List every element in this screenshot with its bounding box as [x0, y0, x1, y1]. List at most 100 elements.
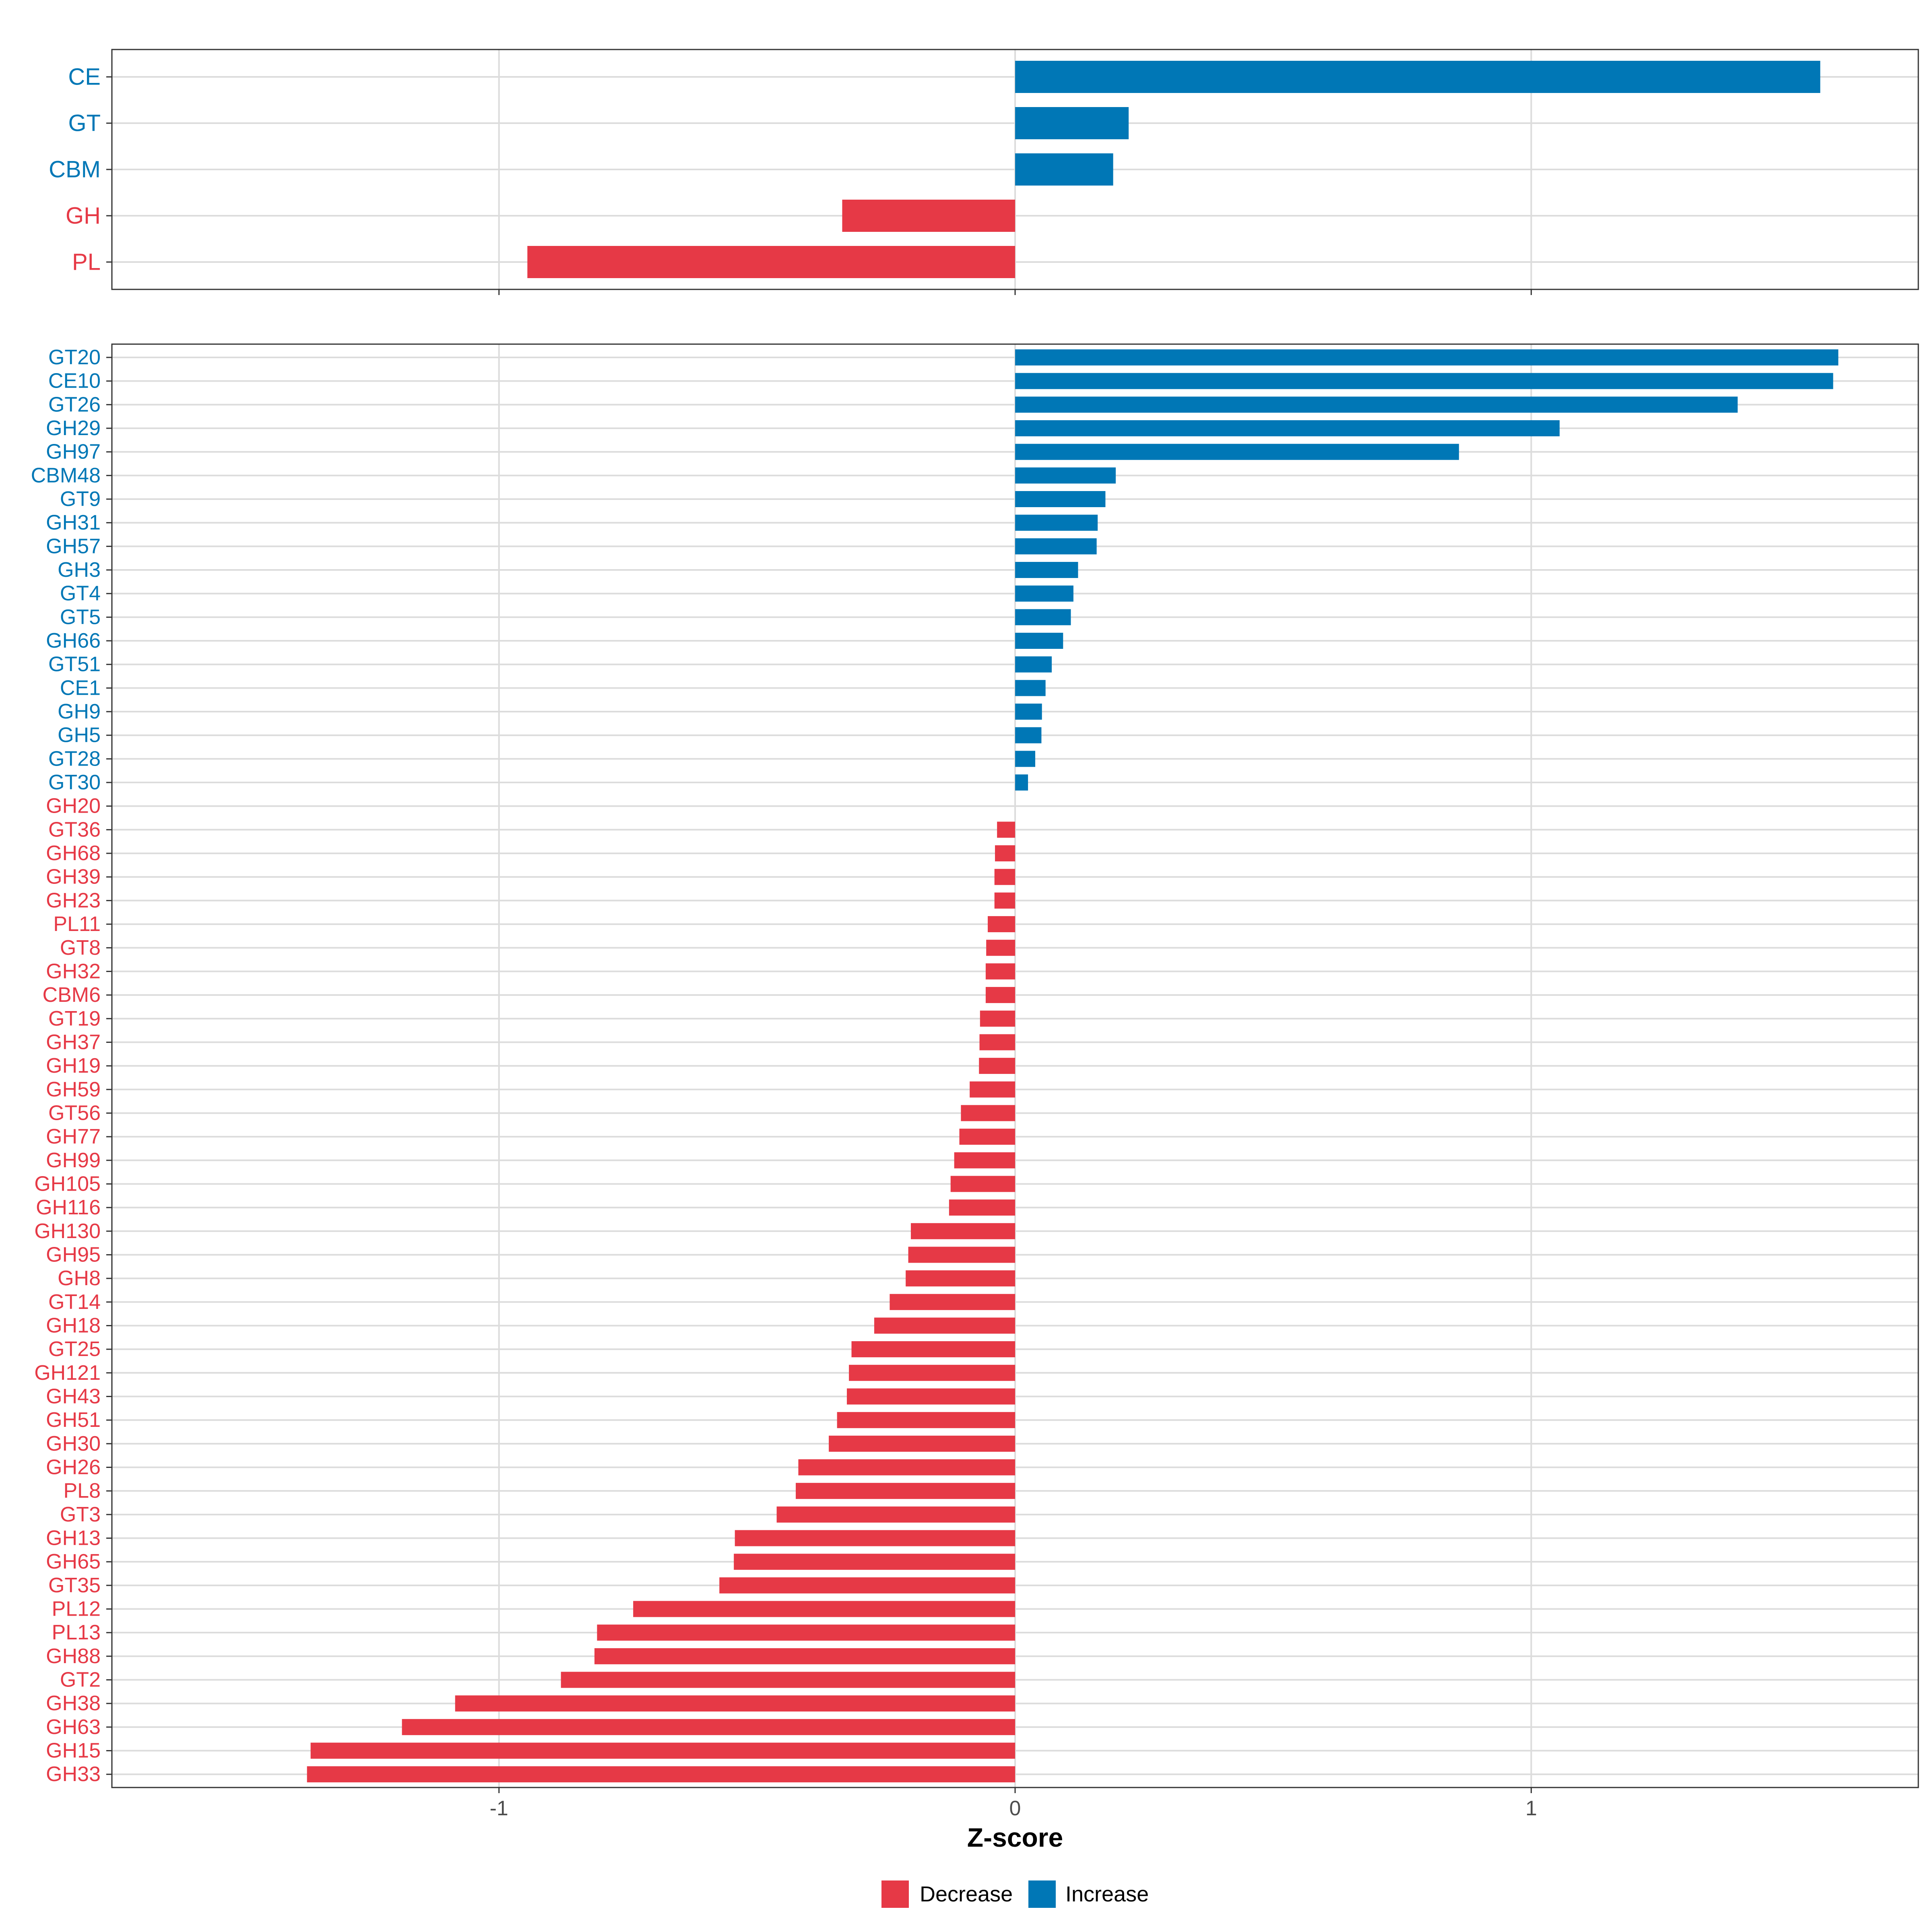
bar-gh65 — [734, 1554, 1015, 1570]
y-label-gh13: GH13 — [46, 1527, 101, 1550]
y-label-cbm48: CBM48 — [31, 464, 101, 487]
bar-ce1 — [1015, 680, 1046, 696]
y-label-gh57: GH57 — [46, 535, 101, 558]
bar-pl13 — [597, 1624, 1015, 1641]
bar-gh39 — [994, 869, 1015, 885]
y-label-gt26: GT26 — [48, 393, 101, 416]
bar-gh97 — [1015, 444, 1459, 460]
y-label-gh37: GH37 — [46, 1030, 101, 1054]
top-panel-bars — [527, 61, 1821, 278]
y-label-gt4: GT4 — [60, 582, 101, 605]
y-label-gt35: GT35 — [48, 1574, 101, 1597]
y-label-cbm6: CBM6 — [43, 983, 101, 1007]
bar-gh66 — [1015, 633, 1063, 649]
y-label-gh30: GH30 — [46, 1432, 101, 1455]
bar-gt3 — [776, 1506, 1015, 1523]
bar-gt51 — [1015, 656, 1052, 673]
y-label-gh38: GH38 — [46, 1692, 101, 1715]
bar-cbm — [1015, 153, 1113, 186]
y-label-gh43: GH43 — [46, 1385, 101, 1408]
y-label-gh39: GH39 — [46, 865, 101, 889]
y-label-gt36: GT36 — [48, 818, 101, 841]
bar-gh59 — [970, 1081, 1015, 1098]
y-label-gt5: GT5 — [60, 605, 101, 629]
top-panel: CE GT CBM GH PL — [49, 49, 1919, 295]
bar-gt36 — [997, 822, 1015, 838]
bar-gt26 — [1015, 396, 1738, 413]
y-label-gh19: GH19 — [46, 1054, 101, 1077]
y-label-gt25: GT25 — [48, 1338, 101, 1361]
bar-gt2 — [561, 1672, 1015, 1688]
bar-gh121 — [849, 1364, 1015, 1381]
bar-gt8 — [986, 939, 1015, 956]
bar-ce — [1015, 61, 1821, 93]
bar-gh32 — [985, 963, 1015, 980]
y-label-pl13: PL13 — [52, 1621, 101, 1644]
bar-gh38 — [455, 1695, 1015, 1712]
y-label-gh121: GH121 — [34, 1361, 101, 1385]
bar-gt19 — [980, 1010, 1015, 1027]
bar-pl11 — [988, 916, 1015, 933]
bar-gh8 — [906, 1270, 1015, 1287]
bar-gh — [842, 200, 1015, 232]
y-label-gh88: GH88 — [46, 1645, 101, 1668]
bar-gh95 — [908, 1247, 1015, 1263]
y-label-gh32: GH32 — [46, 960, 101, 983]
y-label-gh: GH — [66, 203, 101, 229]
bar-pl12 — [633, 1601, 1015, 1617]
y-label-gt9: GT9 — [60, 487, 101, 511]
y-label-ce: CE — [68, 64, 101, 90]
bar-gt25 — [851, 1341, 1015, 1358]
x-tick-label: 1 — [1525, 1797, 1537, 1820]
bar-gh88 — [594, 1648, 1015, 1664]
y-label-gt28: GT28 — [48, 747, 101, 770]
y-label-pl11: PL11 — [53, 912, 101, 936]
bottom-panel-y-axis: GT20CE10GT26GH29GH97CBM48GT9GH31GH57GH3G… — [31, 346, 112, 1786]
y-label-gh77: GH77 — [46, 1125, 101, 1148]
bar-gh5 — [1015, 727, 1042, 743]
bar-gt14 — [890, 1294, 1015, 1310]
x-tick-label: -1 — [490, 1797, 508, 1820]
x-tick-label: 0 — [1009, 1797, 1021, 1820]
bar-gt30 — [1015, 774, 1028, 791]
bar-gt4 — [1015, 585, 1073, 602]
y-label-gh63: GH63 — [46, 1715, 101, 1739]
bar-cbm48 — [1015, 467, 1116, 484]
y-label-gt51: GT51 — [48, 653, 101, 676]
y-label-gh15: GH15 — [46, 1739, 101, 1763]
bar-cbm6 — [985, 987, 1015, 1003]
y-label-gh26: GH26 — [46, 1455, 101, 1479]
y-label-gh29: GH29 — [46, 417, 101, 440]
bar-gh37 — [979, 1034, 1015, 1051]
y-label-gh130: GH130 — [34, 1220, 101, 1243]
y-label-gh33: GH33 — [46, 1763, 101, 1786]
bar-gt5 — [1015, 609, 1071, 625]
y-label-gh8: GH8 — [58, 1267, 101, 1290]
legend-label-increase: Increase — [1065, 1882, 1149, 1906]
bar-gh77 — [959, 1129, 1015, 1145]
bar-gh51 — [837, 1412, 1015, 1428]
bar-gh31 — [1015, 514, 1098, 531]
legend-key-increase — [1028, 1880, 1056, 1908]
bar-gh116 — [949, 1199, 1015, 1216]
bar-gh19 — [979, 1058, 1015, 1074]
y-label-gh51: GH51 — [46, 1408, 101, 1432]
y-label-gh23: GH23 — [46, 889, 101, 912]
bar-gt28 — [1015, 751, 1036, 767]
bar-gh29 — [1015, 420, 1560, 437]
y-label-gh95: GH95 — [46, 1243, 101, 1266]
y-label-gh31: GH31 — [46, 511, 101, 535]
bar-gt9 — [1015, 491, 1106, 508]
y-label-gh99: GH99 — [46, 1149, 101, 1172]
x-axis-title: Z-score — [967, 1823, 1063, 1852]
y-label-pl8: PL8 — [63, 1479, 101, 1503]
bar-pl8 — [796, 1483, 1015, 1499]
y-label-gh20: GH20 — [46, 795, 101, 818]
y-label-ce1: CE1 — [60, 676, 101, 700]
bar-gt56 — [961, 1105, 1015, 1121]
bar-gh99 — [954, 1152, 1015, 1168]
y-label-gh59: GH59 — [46, 1078, 101, 1101]
y-label-gh18: GH18 — [46, 1314, 101, 1337]
y-label-gt30: GT30 — [48, 771, 101, 794]
